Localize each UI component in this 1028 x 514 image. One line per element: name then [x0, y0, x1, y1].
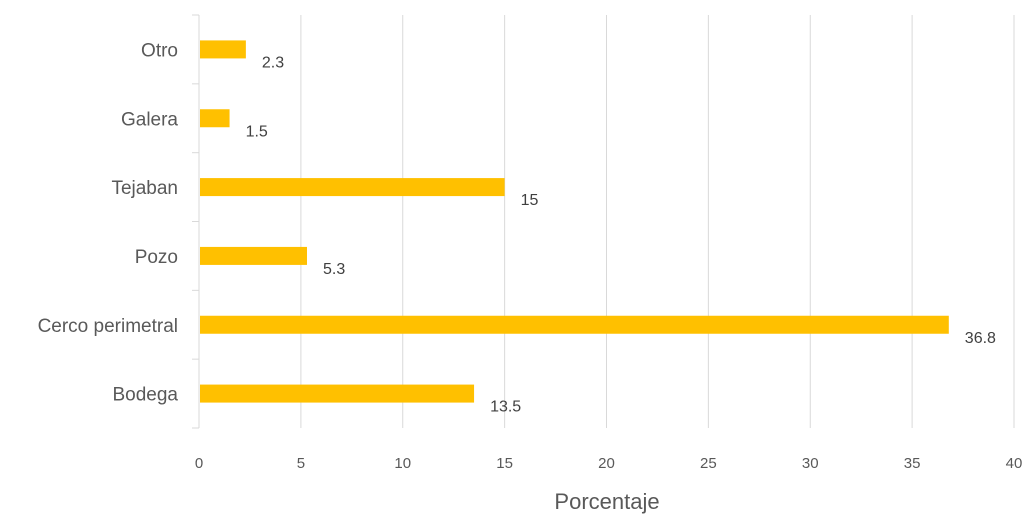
data-label: 13.5 — [490, 399, 521, 416]
bar — [200, 178, 505, 197]
data-labels: 13.5 36.8 5.3 15 1.5 2.3 — [246, 54, 996, 415]
x-tick-label: 30 — [802, 455, 819, 472]
x-tick-label: 20 — [598, 455, 615, 472]
category-axis — [192, 14, 200, 429]
x-axis-title: Porcentaje — [554, 489, 659, 514]
bar — [200, 384, 475, 403]
x-tick-label: 0 — [195, 455, 203, 472]
category-label: Pozo — [135, 247, 178, 268]
data-label: 36.8 — [965, 330, 996, 347]
bar — [200, 315, 949, 334]
x-tick-label: 10 — [394, 455, 411, 472]
gridlines — [300, 15, 1015, 428]
x-tick-label: 40 — [1006, 455, 1023, 472]
category-label: Bodega — [112, 385, 178, 406]
category-label: Tejaban — [111, 178, 178, 199]
x-tick-label: 25 — [700, 455, 717, 472]
data-label: 5.3 — [323, 261, 345, 278]
x-tick-label: 5 — [297, 455, 305, 472]
tick-labels: 0 5 10 15 20 25 30 35 40 — [195, 455, 1023, 472]
bar — [200, 40, 246, 59]
category-label: Cerco perimetral — [38, 316, 178, 337]
x-tick-label: 15 — [496, 455, 513, 472]
bar — [200, 109, 230, 128]
data-label: 2.3 — [262, 54, 284, 71]
category-label: Otro — [141, 40, 178, 61]
data-label: 15 — [521, 192, 539, 209]
x-tick-label: 35 — [904, 455, 921, 472]
bar — [200, 246, 307, 265]
category-label: Galera — [121, 109, 178, 130]
bars — [200, 40, 949, 403]
data-label: 1.5 — [246, 123, 268, 140]
